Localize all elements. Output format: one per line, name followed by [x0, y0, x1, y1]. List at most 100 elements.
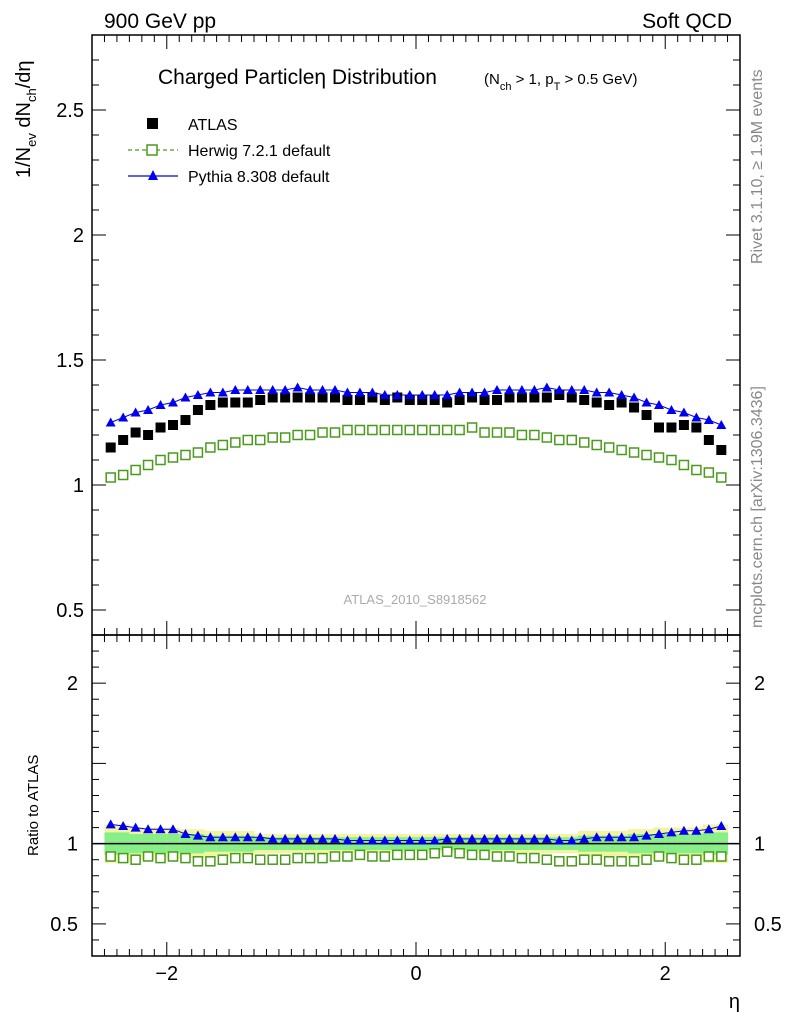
ratio-pythia-point [703, 824, 714, 834]
pythia-point [354, 387, 365, 397]
atlas-point [591, 397, 602, 408]
legend-herwig-label: Herwig 7.2.1 default [188, 143, 331, 160]
atlas-point [143, 430, 154, 440]
ratio-pythia-point [404, 835, 415, 845]
ratio-herwig-point [429, 848, 440, 859]
ratio-herwig-point [205, 856, 216, 867]
ratio-pythia-point [205, 832, 216, 842]
rivet-label: Rivet 3.1.10, ≥ 1.9M events [749, 69, 766, 264]
ratio-pythia-point [654, 829, 664, 839]
ratio-herwig-point [578, 854, 590, 865]
ratio-pythia-point [716, 820, 727, 830]
ratio-pythia-point [429, 835, 440, 845]
pythia-point [143, 405, 154, 414]
main-y-tick-label: 2.5 [56, 100, 84, 122]
herwig-point [342, 424, 353, 436]
x-tick-label: 0 [410, 963, 421, 985]
pythia-point [417, 390, 428, 399]
ratio-pythia-point [143, 824, 154, 834]
ratio-pythia-point [417, 835, 428, 845]
herwig-point [479, 427, 490, 438]
ratio-y-tick-label: 2 [67, 673, 78, 695]
ratio-pythia-point [379, 835, 390, 845]
atlas-point [641, 410, 652, 420]
ratio-herwig-point [317, 852, 328, 864]
atlas-point [417, 395, 428, 405]
ratio-herwig-point [616, 856, 627, 867]
atlas-point [629, 402, 640, 413]
atlas-point [604, 400, 615, 410]
herwig-point [192, 447, 204, 458]
atlas-point [292, 392, 303, 403]
atlas-point [168, 420, 178, 430]
main-y-tick-label: 1 [73, 475, 84, 497]
ratio-herwig-point [242, 852, 254, 864]
atlas-point [105, 442, 116, 453]
ratio-pythia-point [168, 824, 178, 834]
atlas-point [367, 392, 378, 403]
ratio-y-tick-label: 0.5 [50, 914, 78, 936]
ratio-herwig-point [230, 852, 241, 864]
atlas-point [230, 397, 241, 408]
ratio-pythia-point [566, 835, 577, 845]
herwig-point [267, 432, 278, 443]
ratio-pythia-point [130, 822, 141, 832]
ratio-pythia-point [280, 833, 291, 843]
pythia-point [168, 397, 178, 407]
ratio-pythia-point [217, 832, 228, 842]
ratio-pythia-point [342, 835, 353, 845]
ratio-pythia-point [330, 833, 340, 843]
ratio-pythia-point [666, 827, 677, 837]
pythia-point [130, 407, 141, 417]
ratio-herwig-point [117, 852, 129, 864]
herwig-point [441, 424, 453, 436]
herwig-point [504, 427, 515, 438]
ratio-frame [91, 634, 741, 957]
atlas-point [429, 395, 440, 405]
ratio-herwig-point [180, 852, 191, 864]
pythia-point [217, 387, 228, 397]
herwig-point [716, 472, 727, 483]
atlas-point [404, 395, 415, 405]
ratio-pythia-point [629, 832, 640, 842]
ratio-pythia-point [492, 833, 502, 843]
atlas-point [454, 395, 465, 405]
atlas-point [305, 392, 316, 403]
pythia-point [392, 390, 403, 399]
herwig-point [628, 447, 640, 458]
pythia-point [641, 397, 652, 407]
herwig-point [379, 424, 391, 436]
ratio-pythia-point [479, 833, 490, 843]
atlas-point [192, 405, 203, 415]
pythia-point [242, 385, 253, 394]
ratio-pythia-point [192, 830, 203, 840]
ratio-herwig-point [304, 852, 316, 864]
ratio-herwig-point [603, 856, 615, 867]
atlas-point [616, 397, 627, 408]
ratio-axes: 0.5 0.5 1 1 2 2 −2 0 2 [50, 635, 782, 985]
ratio-pythia-point [616, 832, 627, 842]
pythia-point [379, 390, 390, 399]
herwig-point [304, 429, 316, 441]
main-y-tick-label: 2 [73, 225, 84, 247]
pythia-point [118, 412, 129, 422]
ratio-pythia-point [180, 829, 191, 839]
atlas-point [691, 422, 702, 433]
herwig-point [541, 432, 553, 443]
atlas-point [242, 397, 253, 408]
atlas-point [492, 395, 502, 405]
main-y-label: 1/Nev dNch/dη [13, 60, 39, 178]
ratio-pythia-point [267, 833, 278, 843]
ratio-y-tick-label-right: 1 [754, 834, 765, 856]
ratio-herwig-point [554, 856, 565, 867]
ratio-pythia-point [579, 833, 590, 843]
herwig-point [516, 429, 528, 441]
herwig-point [217, 439, 229, 451]
atlas-point [342, 395, 353, 405]
legend-pythia-marker [148, 170, 158, 180]
ratio-pythia-point [691, 825, 702, 835]
atlas-point [703, 435, 714, 445]
pythia-point [280, 385, 291, 394]
ratio-herwig-point [404, 849, 416, 861]
